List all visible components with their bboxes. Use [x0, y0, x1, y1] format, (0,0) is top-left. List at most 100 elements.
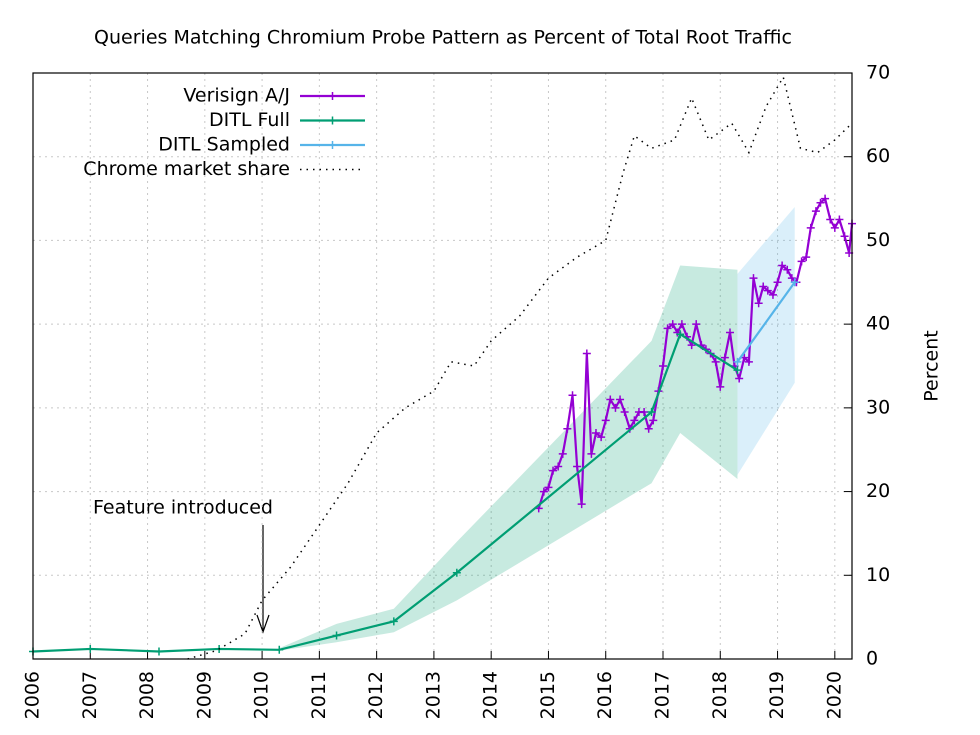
point-marker: [647, 408, 656, 417]
x-tick-label: 2014: [480, 671, 502, 719]
point-marker: [840, 232, 849, 241]
y-tick-label: 40: [866, 313, 890, 335]
point-marker: [763, 286, 772, 295]
point-marker: [591, 428, 600, 437]
point-marker: [611, 403, 620, 412]
y-tick-label: 0: [866, 648, 878, 670]
point-marker: [816, 198, 825, 207]
point-marker: [668, 320, 677, 329]
point-marker: [787, 274, 796, 283]
y-axis-label: Percent: [921, 330, 943, 402]
point-marker: [275, 645, 284, 654]
series-line: [736, 281, 796, 363]
x-tick-label: 2011: [308, 671, 330, 719]
point-marker: [563, 424, 572, 433]
point-marker: [663, 324, 672, 333]
plot-frame: [32, 72, 853, 660]
y-tick-label: 50: [866, 229, 890, 251]
point-marker: [630, 416, 639, 425]
x-tick-label: 2006: [22, 671, 44, 719]
point-marker: [744, 357, 753, 366]
point-marker: [811, 207, 820, 216]
annotation: Feature introduced: [93, 497, 273, 519]
point-marker: [573, 462, 582, 471]
point-marker: [692, 320, 701, 329]
x-tick-label: 2010: [251, 671, 273, 719]
x-tick-label: 2016: [594, 671, 616, 719]
point-marker: [452, 568, 461, 577]
point-marker: [720, 353, 729, 362]
y-tick-label: 30: [866, 396, 890, 418]
point-marker: [544, 483, 553, 492]
point-marker: [649, 416, 658, 425]
point-marker: [587, 449, 596, 458]
point-marker: [582, 349, 591, 358]
point-marker: [830, 223, 839, 232]
point-marker: [778, 261, 787, 270]
point-marker: [389, 617, 398, 626]
x-tick-label: 2012: [365, 671, 387, 719]
point-marker: [806, 223, 815, 232]
confidence-band: [737, 206, 795, 475]
point-marker: [835, 215, 844, 224]
x-tick-label: 2015: [537, 671, 559, 719]
point-marker: [659, 362, 667, 370]
point-marker: [606, 395, 615, 404]
x-tick-label: 2013: [422, 671, 444, 719]
point-marker: [726, 328, 735, 337]
y-tick-label: 20: [866, 480, 890, 502]
legend-label: DITL Sampled: [158, 134, 290, 156]
point-marker: [711, 357, 720, 366]
point-marker: [558, 449, 567, 458]
x-tick-label: 2020: [823, 671, 845, 719]
point-marker: [620, 408, 629, 417]
point-marker: [773, 278, 782, 287]
point-marker: [733, 357, 742, 366]
point-marker: [332, 631, 341, 640]
y-tick-label: 10: [866, 564, 890, 586]
point-marker: [155, 647, 163, 656]
chart-title: Queries Matching Chromium Probe Pattern …: [94, 27, 792, 49]
legend-marker: [328, 92, 337, 100]
point-marker: [616, 395, 625, 404]
point-marker: [549, 466, 558, 475]
point-marker: [677, 320, 686, 329]
point-marker: [640, 408, 649, 417]
legend-marker: [328, 141, 337, 149]
point-marker: [568, 391, 577, 400]
point-marker: [539, 487, 548, 496]
point-marker: [554, 462, 563, 471]
x-tick-label: 2008: [136, 671, 158, 719]
point-marker: [821, 194, 830, 203]
point-marker: [754, 299, 763, 308]
point-marker: [790, 278, 799, 287]
annotation-arrowhead: [256, 614, 270, 634]
point-marker: [733, 366, 742, 375]
legend-label: DITL Full: [209, 109, 290, 131]
x-tick-label: 2018: [709, 671, 731, 719]
point-marker: [716, 382, 725, 391]
confidence-band: [279, 265, 738, 651]
point-marker: [802, 253, 811, 262]
point-marker: [577, 500, 586, 509]
point-marker: [797, 257, 806, 266]
x-tick-label: 2007: [79, 671, 101, 719]
y-tick-label: 60: [866, 145, 890, 167]
y-tick-label: 70: [866, 62, 890, 84]
point-marker: [735, 374, 744, 383]
point-marker: [644, 424, 653, 433]
x-tick-label: 2009: [193, 671, 215, 719]
point-marker: [86, 644, 95, 653]
series-line: [187, 75, 853, 660]
x-tick-label: 2019: [766, 671, 788, 719]
x-tick-label: 2017: [652, 671, 674, 719]
legend-label: Chrome market share: [83, 158, 290, 180]
point-marker: [597, 433, 606, 442]
point-marker: [759, 282, 768, 291]
point-marker: [826, 215, 835, 224]
point-marker: [749, 274, 758, 283]
point-marker: [768, 290, 777, 299]
point-marker: [676, 330, 685, 339]
legend-marker: [328, 116, 337, 125]
